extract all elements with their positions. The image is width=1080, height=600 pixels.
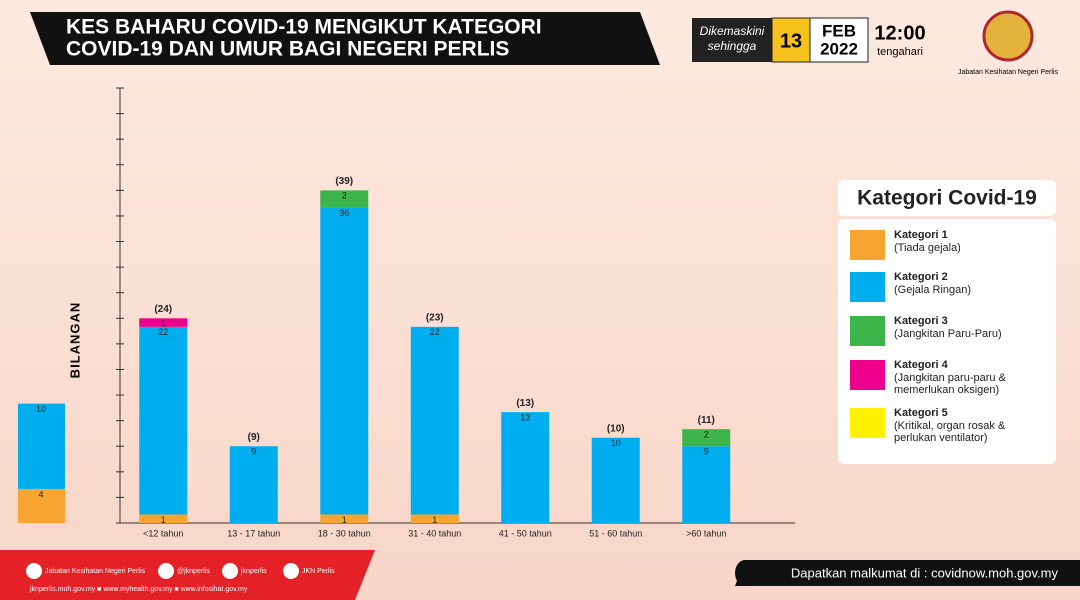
year: 2022 — [820, 39, 858, 58]
total-label: (24) — [154, 304, 172, 315]
segment-label: 10 — [36, 404, 46, 414]
title-banner — [30, 12, 660, 65]
bar-segment — [320, 190, 369, 208]
bar-segment — [410, 326, 459, 515]
legend-description: (Gejala Ringan) — [894, 284, 971, 296]
bar-segment — [320, 514, 369, 523]
legend-swatch — [850, 316, 885, 346]
time-note: tengahari — [877, 46, 923, 58]
stray-bar-segment — [18, 403, 65, 489]
x-tick-label: 13 - 17 tahun — [227, 528, 280, 538]
social-text: jknperlis — [240, 568, 267, 575]
segment-label: 1 — [342, 515, 347, 525]
info-text: Dapatkan malkumat di : covidnow.moh.gov.… — [791, 565, 1059, 580]
legend-name: Kategori 5 — [894, 407, 948, 419]
legend-swatch — [850, 272, 885, 302]
info-cap — [735, 560, 755, 586]
info-banner — [735, 560, 1080, 586]
total-label: (13) — [516, 398, 534, 409]
bar-segment — [139, 318, 188, 327]
legend-title-box — [838, 180, 1056, 216]
legend-name: Kategori 3 — [894, 315, 948, 327]
segment-label: 9 — [251, 447, 256, 457]
total-label: (11) — [698, 415, 715, 426]
segment-label: 13 — [520, 412, 530, 422]
legend-description: (Kritikal, organ rosak & perlukan ventila… — [894, 420, 1006, 444]
social-text: Jabatan Kesihatan Negeri Perlis — [45, 568, 146, 575]
bar-segment — [501, 412, 550, 523]
legend-swatch — [850, 360, 885, 390]
x-tick-label: <12 tahun — [143, 528, 183, 538]
segment-label: 22 — [158, 327, 168, 337]
social-icon — [26, 563, 42, 579]
legend-swatch — [850, 408, 885, 438]
segment-label: 1 — [161, 319, 166, 329]
bar-segment — [410, 514, 459, 523]
legend-name: Kategori 2 — [894, 271, 948, 283]
time: 12:00 — [874, 22, 925, 44]
social-icon — [158, 563, 174, 579]
updated-text: Dikemaskini — [700, 24, 765, 38]
updated-box — [692, 18, 772, 62]
x-tick-label: 51 - 60 tahun — [589, 528, 642, 538]
bar-segment — [591, 437, 640, 523]
segment-label: 4 — [38, 489, 43, 499]
total-label: (39) — [335, 176, 353, 187]
segment-label: 1 — [161, 515, 166, 525]
updated-text: sehingga — [708, 39, 757, 53]
total-label: (9) — [248, 432, 260, 443]
total-label: (23) — [426, 312, 444, 323]
legend-description: (Tiada gejala) — [894, 242, 961, 254]
bar-segment — [139, 514, 188, 523]
legend-name: Kategori 1 — [894, 229, 948, 241]
bar-segment — [320, 207, 369, 515]
legend-box — [838, 219, 1056, 464]
footer-sites: jknperlis.moh.gov.my ■ www.myhealth.gov.… — [29, 586, 248, 593]
legend-description: (Jangkitan paru-paru & memerlukan oksigen… — [894, 372, 1007, 396]
segment-label: 22 — [430, 327, 440, 337]
segment-label: 1 — [432, 515, 437, 525]
segment-label: 36 — [339, 208, 349, 218]
total-label: (10) — [607, 423, 625, 434]
legend-description: (Jangkitan Paru-Paru) — [894, 328, 1002, 340]
segment-label: 10 — [611, 438, 621, 448]
social-text: JKN Perlis — [302, 568, 335, 575]
x-tick-label: 18 - 30 tahun — [318, 528, 371, 538]
social-icon — [283, 563, 299, 579]
stray-bar-segment — [18, 488, 65, 523]
x-tick-label: 31 - 40 tahun — [408, 528, 461, 538]
bar-segment — [682, 446, 731, 523]
title-line: COVID-19 DAN UMUR BAGI NEGERI PERLIS — [66, 38, 509, 61]
bar-segment — [139, 326, 188, 515]
logo-caption: Jabatan Kesihatan Negeri Perlis — [958, 69, 1059, 76]
month: FEB — [822, 21, 856, 40]
x-tick-label: >60 tahun — [686, 528, 726, 538]
logo — [982, 10, 1034, 62]
social-icon — [222, 563, 238, 579]
title-line: KES BAHARU COVID-19 MENGIKUT KATEGORI — [66, 16, 542, 39]
footer-banner — [0, 550, 375, 600]
day: 13 — [780, 30, 802, 52]
social-links: Jabatan Kesihatan Negeri Perlis @jknperli… — [26, 563, 335, 579]
segment-label: 2 — [704, 430, 709, 440]
x-tick-label: 41 - 50 tahun — [499, 528, 552, 538]
social-text: @jknperlis — [177, 568, 210, 575]
segment-label: 2 — [342, 191, 347, 201]
bar-segment — [682, 429, 731, 447]
legend-name: Kategori 4 — [894, 359, 949, 371]
legend-swatch — [850, 230, 885, 260]
y-axis-label: BILANGAN — [67, 302, 82, 379]
bar-segment — [229, 446, 278, 523]
segment-label: 9 — [704, 447, 709, 457]
legend: Kategori 1(Tiada gejala) Kategori 2(Gejal… — [850, 229, 1007, 444]
legend-title: Kategori Covid-19 — [857, 187, 1037, 210]
month-box — [809, 17, 869, 63]
